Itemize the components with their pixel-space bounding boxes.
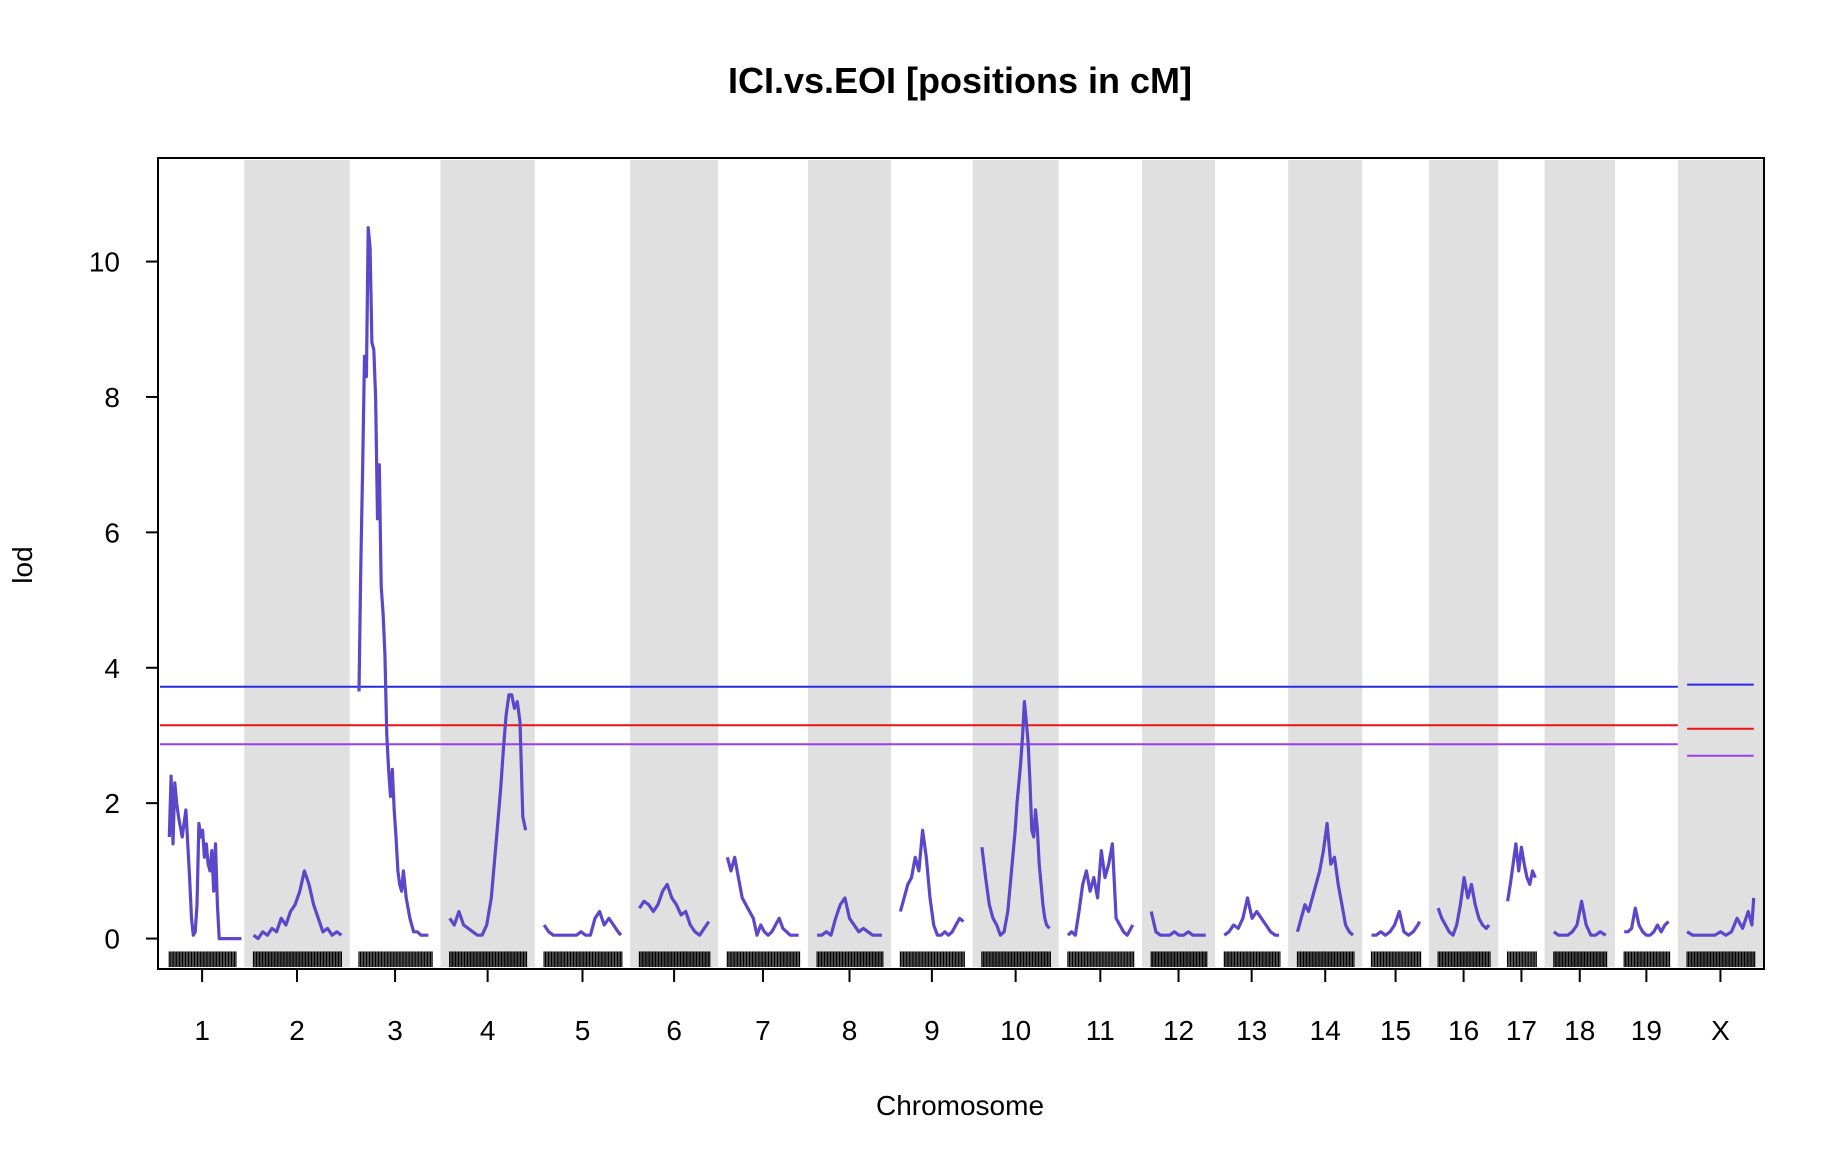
marker-rug-chr-7 [726,951,801,967]
y-tick-label-4: 4 [104,653,120,684]
lod-curve-chr-18 [1552,899,1607,937]
y-axis-label: lod [7,546,38,583]
x-tick-label-2: 2 [289,1015,305,1046]
lod-curve-chr-5 [542,909,623,937]
marker-rug-chr-5 [543,951,623,967]
plot-frame [157,157,1765,970]
y-tick-label-8: 8 [104,382,120,413]
x-tick-label-5: 5 [575,1015,591,1046]
marker-rug-chr-19 [1623,951,1671,967]
lod-curve-chr-2 [252,869,343,941]
y-tick-label-0: 0 [104,924,120,955]
chromosome-bands [244,160,1763,967]
lod-curve-chr-1 [167,774,242,941]
marker-rug-chr-15 [1370,951,1422,967]
marker-rug-chr-2 [252,951,343,967]
x-tick-label-19: 19 [1631,1015,1662,1046]
lod-curve-chr-6 [638,882,711,937]
chromosome-band-10 [972,160,1059,967]
x-axis: 1 2 3 4 5 6 7 8 9 10 11 12 13 14 15 16 17 18 19 X [194,969,1730,1046]
chromosome-band-4 [440,160,535,967]
x-tick-label-8: 8 [842,1015,858,1046]
lod-curve-chr-12 [1149,911,1206,937]
lod-curve-chr-13 [1223,896,1279,937]
lod-curve-chr-14 [1295,821,1355,937]
lod-curve-chr-3 [357,226,429,937]
x-tick-label-1: 1 [194,1015,210,1046]
y-tick-label-2: 2 [104,788,120,819]
marker-rug-chr-12 [1150,951,1208,967]
threshold-lines [160,683,1754,757]
marker-rug-chr-11 [1067,951,1135,967]
x-tick-label-X: X [1711,1015,1730,1046]
marker-rug-chr-13 [1223,951,1281,967]
marker-rug-chr-1 [168,951,237,967]
x-tick-label-15: 15 [1380,1015,1411,1046]
marker-rug-chr-6 [638,951,711,967]
marker-rug-chr-9 [899,951,965,967]
chromosome-band-8 [807,160,892,967]
x-tick-label-13: 13 [1236,1015,1267,1046]
lod-curve-chr-4 [448,693,528,937]
marker-rug-chr-3 [358,951,433,967]
lod-curve-chr-17 [1506,842,1537,902]
x-tick-label-3: 3 [387,1015,403,1046]
chromosome-band-2 [244,160,350,967]
x-tick-label-10: 10 [1000,1015,1031,1046]
marker-rug-chr-10 [981,951,1051,967]
marker-rug [168,951,1756,967]
lod-curve-chr-16 [1436,875,1491,937]
x-tick-label-6: 6 [666,1015,682,1046]
x-tick-label-14: 14 [1310,1015,1341,1046]
chromosome-band-6 [630,160,719,967]
marker-rug-chr-8 [816,951,884,967]
y-tick-label-10: 10 [89,247,120,278]
chromosome-band-X [1677,160,1763,967]
x-axis-label: Chromosome [876,1090,1044,1121]
lod-curve-chr-7 [725,855,799,937]
lod-curves [167,226,1756,941]
chromosome-band-16 [1428,160,1499,967]
x-tick-label-9: 9 [924,1015,940,1046]
marker-rug-chr-X [1686,951,1756,967]
lod-curve-chr-19 [1624,906,1670,937]
x-tick-label-11: 11 [1086,1015,1115,1046]
lod-curve-chr-X [1686,897,1756,937]
chromosome-band-12 [1141,160,1216,967]
x-tick-label-18: 18 [1564,1015,1595,1046]
x-tick-label-12: 12 [1163,1015,1194,1046]
chart-title: ICI.vs.EOI [positions in cM] [728,60,1192,101]
lod-curve-chr-10 [980,699,1051,937]
marker-rug-chr-16 [1437,951,1491,967]
marker-rug-chr-18 [1553,951,1608,967]
y-tick-label-6: 6 [104,517,120,548]
x-tick-label-7: 7 [755,1015,771,1046]
x-tick-label-17: 17 [1506,1015,1537,1046]
lod-curve-chr-15 [1371,909,1422,937]
marker-rug-chr-14 [1296,951,1355,967]
x-tick-label-16: 16 [1448,1015,1479,1046]
lod-curve-chr-9 [898,828,965,937]
lod-curve-chr-11 [1066,842,1135,937]
y-axis: 0 2 4 6 8 10 [89,247,158,955]
marker-rug-chr-4 [449,951,528,967]
x-tick-label-4: 4 [480,1015,496,1046]
marker-rug-chr-17 [1506,951,1537,967]
chromosome-band-18 [1544,160,1615,967]
lod-curve-chr-8 [817,896,882,937]
